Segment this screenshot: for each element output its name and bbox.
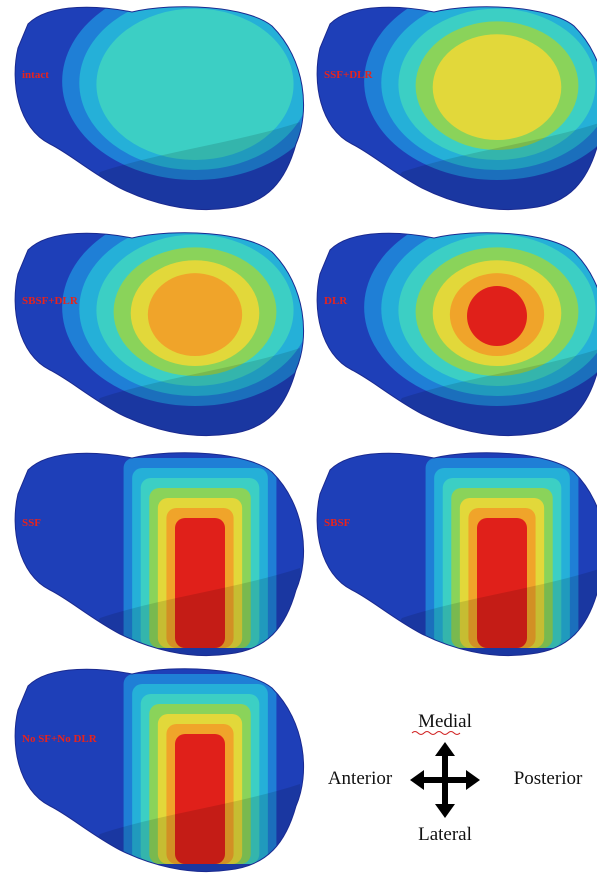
panel-label: SSF: [22, 517, 41, 529]
contour-band: [467, 286, 527, 346]
contour-panel: No SF+No DLR: [14, 668, 305, 873]
outline: [14, 452, 305, 657]
contour-layers: [317, 232, 597, 436]
contour-panel: DLR: [316, 232, 597, 437]
contour-band: [147, 273, 243, 356]
panel-label: SBSF+DLR: [22, 295, 79, 307]
panel-label: DLR: [324, 295, 348, 307]
lateral-label: Lateral: [418, 824, 472, 845]
contour-layers: [317, 452, 597, 656]
contour-panel: SBSF+DLR: [14, 232, 305, 437]
outline: [316, 6, 597, 211]
posterior-label: Posterior: [514, 768, 583, 789]
panel-label: intact: [22, 69, 49, 81]
anterior-label: Anterior: [328, 768, 393, 789]
contour-band: [432, 34, 562, 140]
panel-label: SSF+DLR: [324, 69, 374, 81]
contour-band: [175, 734, 225, 864]
contour-band: [175, 518, 225, 648]
contour-panel: SBSF: [316, 452, 597, 657]
contour-layers: [317, 6, 597, 210]
outline: [14, 6, 305, 211]
contour-panel: SSF+DLR: [316, 6, 597, 211]
contour-layers: [15, 6, 304, 210]
contour-panel: SSF: [14, 452, 305, 657]
contour-band: [96, 8, 294, 160]
panel-label: SBSF: [324, 517, 351, 529]
outline: [316, 232, 597, 437]
outline: [14, 232, 305, 437]
panel-label: No SF+No DLR: [22, 733, 98, 745]
contour-layers: [15, 452, 304, 656]
contour-layers: [15, 232, 304, 436]
contour-layers: [15, 668, 304, 872]
contour-panel: intact: [14, 6, 305, 211]
orientation-key: Medial Lateral Anterior Posterior: [328, 711, 583, 845]
medial-label: Medial: [418, 711, 472, 732]
compass-arrows: [410, 742, 480, 818]
spell-underline: [411, 731, 461, 735]
outline: [14, 668, 305, 873]
outline: [316, 452, 597, 657]
contour-band: [477, 518, 527, 648]
